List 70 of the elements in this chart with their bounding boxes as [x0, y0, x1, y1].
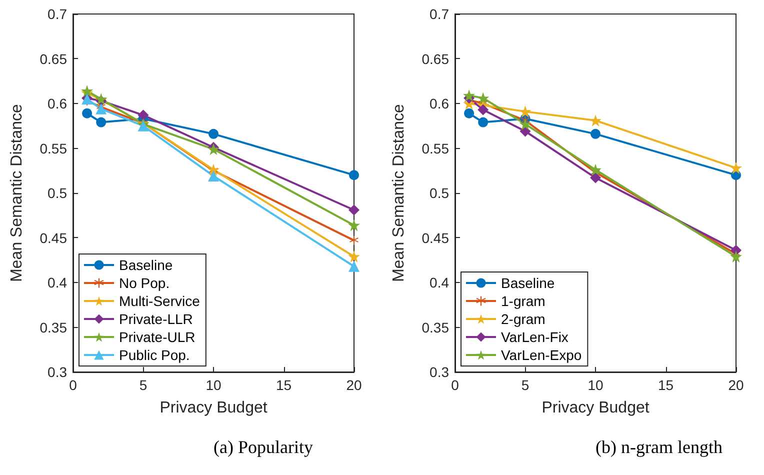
point [348, 219, 360, 232]
point [208, 170, 219, 182]
y-tick-label: 0.4 [430, 274, 450, 290]
legend-label: No Pop. [119, 275, 170, 291]
y-tick-label: 0.35 [40, 319, 68, 336]
x-tick-label: 20 [728, 377, 744, 393]
point [590, 172, 601, 184]
y-tick-label: 0.4 [48, 274, 68, 290]
point [519, 118, 532, 130]
y-tick-label: 0.6 [430, 96, 450, 112]
point [478, 104, 489, 116]
x-tick-label: 15 [276, 377, 292, 393]
point [208, 128, 218, 139]
legend-label: Private-ULR [119, 329, 196, 345]
point [477, 92, 490, 104]
point [82, 108, 92, 118]
y-axis-title: Mean Semantic Distance [390, 104, 408, 282]
point [730, 250, 742, 263]
y-tick-label: 0.35 [422, 319, 450, 336]
legend-label: Baseline [119, 257, 173, 273]
x-tick-label: 0 [69, 377, 78, 393]
point [590, 164, 602, 176]
x-tick-label: 5 [139, 377, 148, 393]
y-tick-label: 0.7 [48, 6, 68, 22]
point [730, 162, 742, 174]
y-tick-label: 0.55 [40, 140, 68, 156]
y-axis-title: Mean Semantic Distance [8, 104, 26, 282]
point [590, 128, 600, 139]
x-tick-label: 10 [206, 377, 222, 393]
legend-label: 2-gram [501, 311, 546, 327]
legend-label: Private-LLR [119, 311, 193, 327]
point [463, 89, 476, 102]
point [208, 143, 220, 156]
y-tick-label: 0.5 [48, 185, 68, 201]
y-tick-label: 0.6 [48, 96, 68, 112]
point [348, 204, 360, 216]
y-tick-label: 0.3 [430, 364, 450, 380]
legend-label: VarLen-Expo [501, 347, 582, 363]
legend-label: 1-gram [501, 293, 546, 309]
point [208, 164, 220, 176]
legend-label: VarLen-Fix [501, 329, 568, 345]
y-tick-label: 0.55 [422, 140, 450, 156]
x-tick-label: 15 [658, 377, 674, 393]
text: (b) n-gram length [595, 437, 722, 457]
point [350, 236, 358, 245]
y-tick-label: 0.5 [430, 185, 450, 201]
legend-label: Public Pop. [119, 347, 190, 363]
y-tick-label: 0.45 [422, 230, 450, 246]
legend-label: Multi-Service [119, 293, 200, 309]
point [96, 103, 107, 114]
x-axis-title: Privacy Budget [542, 400, 650, 416]
x-tick-label: 0 [451, 377, 460, 393]
point [96, 117, 106, 128]
point [348, 250, 360, 263]
y-tick-label: 0.45 [40, 230, 68, 246]
x-tick-label: 20 [346, 377, 362, 393]
x-tick-label: 5 [521, 377, 530, 393]
point [478, 117, 488, 128]
point [464, 108, 474, 118]
point [348, 260, 360, 272]
text: (a) Popularity [213, 437, 313, 457]
y-tick-label: 0.7 [430, 6, 450, 22]
y-tick-label: 0.65 [40, 50, 68, 67]
legend-label: Baseline [501, 275, 555, 291]
y-tick-label: 0.65 [422, 50, 450, 67]
x-tick-label: 10 [588, 377, 604, 393]
y-tick-label: 0.3 [48, 364, 68, 380]
point [138, 110, 149, 121]
point [349, 170, 359, 180]
x-axis-title: Privacy Budget [160, 400, 268, 416]
